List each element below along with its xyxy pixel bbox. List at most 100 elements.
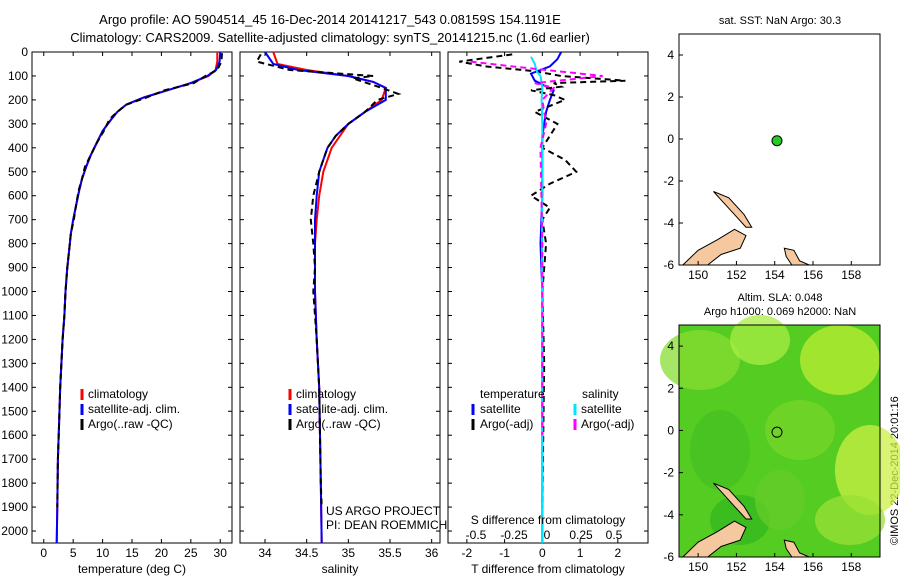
- map-y-tick-label: 2: [667, 381, 674, 395]
- x-tick-label-salinity: 0.25: [569, 528, 593, 542]
- legend-label: Argo(..raw -QC): [296, 417, 381, 431]
- depth-tick-label: 2000: [1, 524, 28, 538]
- x-tick-label: 15: [125, 546, 139, 560]
- legend-label: climatology: [88, 387, 148, 401]
- legend-label: Argo(-adj): [480, 417, 533, 431]
- difference-series-salinity-satellite: [530, 56, 544, 543]
- x-tick-label: 5: [70, 546, 77, 560]
- x-tick-label: 25: [184, 546, 198, 560]
- difference-panel-frame: [447, 51, 649, 544]
- x-tick-label: 35.5: [378, 546, 402, 560]
- x-tick-label-salinity: 0: [544, 528, 551, 542]
- project-annotation-line: PI: DEAN ROEMMICH: [326, 518, 447, 532]
- temperature-series-climatology: [55, 52, 219, 544]
- sst-map-frame: [678, 33, 881, 266]
- x-tick-label: 0: [539, 546, 546, 560]
- legend-label: satellite: [581, 402, 622, 416]
- legend-label: satellite: [480, 402, 521, 416]
- sla-anomaly-blob: [730, 315, 790, 365]
- map-x-tick-label: 154: [765, 560, 785, 574]
- x-tick-label: 20: [155, 546, 169, 560]
- x-tick-label-salinity: 0.5: [606, 528, 623, 542]
- map-x-tick-label: 156: [803, 268, 823, 282]
- sla-anomaly-blob: [660, 330, 740, 390]
- legend-label: temperature: [480, 387, 545, 401]
- map-y-tick-label: 4: [667, 339, 674, 353]
- x-tick-label: 34.5: [295, 546, 319, 560]
- map-x-tick-label: 152: [726, 268, 746, 282]
- sla-map-frame: [678, 324, 881, 558]
- x-tick-label: 34: [258, 546, 272, 560]
- legend-label: climatology: [296, 387, 356, 401]
- temperature-series-satellite-adj-clim-: [55, 51, 222, 544]
- land-polygon: [681, 228, 747, 266]
- land-polygon: [783, 247, 810, 266]
- temperature-panel-frame: [31, 51, 233, 544]
- sla-anomaly-blob: [835, 425, 900, 515]
- difference-xlabel2: S difference from climatology: [471, 513, 626, 527]
- depth-tick-label: 800: [8, 237, 28, 251]
- x-tick-label: 0: [40, 546, 47, 560]
- legend-label: satellite-adj. clim.: [296, 402, 388, 416]
- legend-label: Argo(..raw -QC): [88, 417, 173, 431]
- difference-xlabel: T difference from climatology: [471, 562, 625, 576]
- sla-anomaly-blob: [765, 400, 835, 460]
- map-y-tick-label: -4: [663, 216, 674, 230]
- sst-map-map: [678, 33, 881, 266]
- depth-tick-label: 1100: [2, 308, 28, 322]
- plot-subtitle: Climatology: CARS2009. Satellite-adjuste…: [70, 30, 590, 45]
- x-tick-label: 10: [96, 546, 110, 560]
- x-tick-label: 35: [342, 546, 356, 560]
- map-y-tick-label: -6: [663, 258, 674, 272]
- map-x-tick-label: 150: [688, 268, 708, 282]
- x-tick-label: 30: [214, 546, 228, 560]
- legend-label: salinity: [582, 387, 619, 401]
- depth-tick-label: 600: [8, 189, 28, 203]
- temperature-series-argo-raw-qc-: [56, 53, 223, 508]
- x-tick-label: 1: [577, 546, 584, 560]
- sla-anomaly-blob: [755, 470, 805, 530]
- salinity-series-argo-raw-qc-: [255, 53, 402, 508]
- difference-series-salinity-argo-adj-: [470, 60, 603, 436]
- argo-float-marker: [771, 426, 783, 438]
- salinity-series-climatology: [272, 51, 388, 544]
- depth-tick-label: 300: [8, 117, 28, 131]
- sla-anomaly-blob: [690, 410, 750, 490]
- x-tick-label-salinity: -0.25: [500, 528, 528, 542]
- map-y-tick-label: 0: [667, 132, 674, 146]
- depth-tick-label: 200: [8, 93, 28, 107]
- sla-anomaly-blob: [815, 495, 885, 545]
- depth-tick-label: 1900: [1, 500, 28, 514]
- difference-series-argo-adj-: [459, 53, 626, 508]
- x-tick-label-salinity: -0.5: [466, 528, 487, 542]
- map-y-tick-label: -2: [663, 174, 674, 188]
- legend-label: Argo(-adj): [581, 417, 634, 431]
- x-tick-label: -2: [462, 546, 473, 560]
- sla-anomaly-blob: [800, 325, 880, 395]
- argo-float-marker: [771, 135, 783, 147]
- temperature-xlabel: temperature (deg C): [78, 562, 186, 576]
- x-tick-label: -1: [499, 546, 510, 560]
- map-y-tick-label: 0: [667, 423, 674, 437]
- depth-tick-label: 700: [8, 213, 28, 227]
- depth-tick-label: 100: [8, 69, 28, 83]
- map-x-tick-label: 152: [726, 560, 746, 574]
- salinity-panel-frame: [239, 51, 441, 544]
- sla-map-title: Altim. SLA: 0.048: [737, 292, 823, 304]
- depth-tick-label: 1600: [1, 428, 28, 442]
- salinity-series-satellite-adj-clim-: [264, 51, 387, 544]
- depth-tick-label: 1400: [1, 380, 28, 394]
- map-y-tick-label: 2: [667, 90, 674, 104]
- depth-tick-label: 1800: [1, 476, 28, 490]
- map-x-tick-label: 154: [765, 268, 785, 282]
- sla-map-subtitle: Argo h1000: 0.069 h2000: NaN: [703, 306, 857, 318]
- map-x-tick-label: 158: [841, 268, 861, 282]
- sla-map-map: [660, 315, 900, 558]
- map-y-tick-label: -2: [663, 466, 674, 480]
- plot-title: Argo profile: AO 5904514_45 16-Dec-2014 …: [99, 12, 561, 27]
- depth-tick-label: 1300: [1, 356, 28, 370]
- land-polygon: [713, 482, 753, 520]
- sst-map-title: sat. SST: NaN Argo: 30.3: [718, 15, 842, 27]
- depth-tick-label: 900: [8, 261, 28, 275]
